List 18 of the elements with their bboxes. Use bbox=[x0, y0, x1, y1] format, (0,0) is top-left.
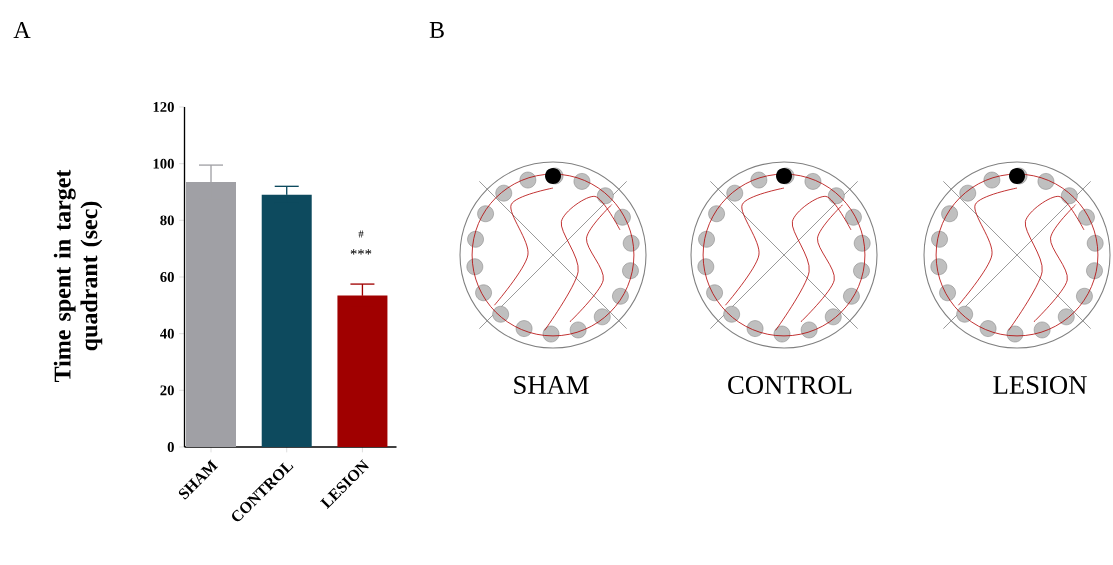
y-axis-title: Time spent in target quadrant (sec) bbox=[53, 169, 103, 383]
y-tick-label: 80 bbox=[160, 215, 174, 226]
text: LESION bbox=[993, 376, 1087, 394]
bar bbox=[261, 194, 312, 447]
y-tick-label: 20 bbox=[160, 385, 174, 396]
y-tick-label: 60 bbox=[160, 272, 174, 282]
text: B bbox=[429, 22, 444, 38]
text: CONTROL bbox=[728, 376, 852, 394]
y-tick-label: 100 bbox=[153, 158, 174, 169]
annotation: # bbox=[358, 230, 364, 238]
y-tick-label: 40 bbox=[160, 328, 174, 339]
text: A bbox=[13, 22, 31, 38]
text: SHAM bbox=[514, 376, 589, 394]
y-tick-label: 0 bbox=[167, 442, 174, 452]
y-tick-label: 120 bbox=[153, 102, 174, 112]
annotation: *** bbox=[350, 249, 372, 255]
bar bbox=[337, 295, 388, 447]
bar bbox=[186, 182, 236, 447]
